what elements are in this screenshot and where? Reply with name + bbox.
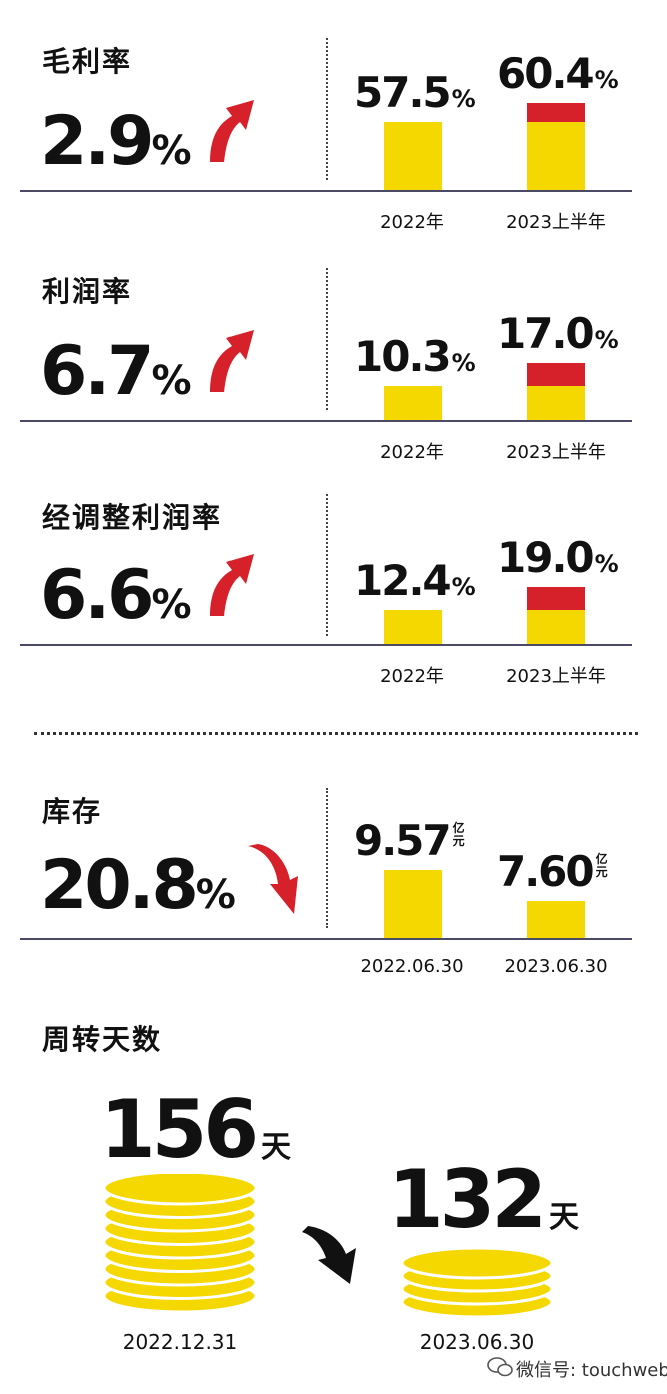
bar-2023h1-increase (527, 363, 585, 386)
watermark-text: 微信号: touchweb (516, 1360, 667, 1381)
bar-2022 (384, 386, 442, 420)
category-label: 2022年 (380, 666, 444, 687)
change-value-profit-margin: 6.7% (40, 332, 192, 411)
bar-value-label: 19.0% (497, 532, 619, 582)
bar-value-label: 7.60 亿元 (497, 846, 608, 896)
panel-title-profit-margin: 利润率 (42, 275, 133, 308)
bar-value-label: 12.4% (354, 556, 476, 605)
change-value-inventory: 20.8% (40, 846, 236, 925)
wechat-icon (487, 1357, 513, 1377)
down-arrow-icon (248, 844, 298, 914)
bar-value-label: 57.5% (354, 68, 476, 117)
category-label: 2022年 (380, 212, 444, 233)
coin-stack-2022 (102, 1174, 258, 1314)
baseline (20, 644, 632, 646)
bar-value-label: 60.4% (497, 49, 619, 99)
vertical-divider (326, 494, 328, 636)
category-label: 2023.06.30 (504, 956, 608, 977)
category-label: 2022年 (380, 442, 444, 463)
panel-title-gross-margin: 毛利率 (42, 45, 133, 78)
coin (102, 1174, 258, 1206)
section-separator (34, 732, 638, 735)
bar-2023-06-30 (527, 900, 585, 938)
panel-title-inventory: 库存 (42, 795, 103, 828)
bar-2023h1-increase (527, 103, 585, 122)
panel-title-adjusted-profit-margin: 经调整利润率 (42, 501, 223, 534)
coin (400, 1246, 554, 1280)
category-label: 2023上半年 (506, 666, 606, 687)
category-label: 2022.06.30 (360, 956, 464, 977)
up-arrow-icon (210, 554, 254, 616)
turnover-value-2023: 132 天 (388, 1153, 579, 1246)
bar-2023h1-base (527, 610, 585, 644)
change-value-gross-margin: 2.9% (40, 102, 192, 181)
bar-2022 (384, 610, 442, 644)
vertical-divider (326, 788, 328, 928)
bar-2023h1-base (527, 386, 585, 420)
bar-2022 (384, 122, 442, 190)
baseline (20, 938, 632, 940)
baseline (20, 420, 632, 422)
bar-value-label: 10.3% (354, 332, 476, 381)
bar-2023h1-base (527, 122, 585, 190)
turnover-title: 周转天数 (42, 1023, 163, 1056)
coin-stack-2023 (400, 1246, 554, 1319)
turnover-date-2022: 2022.12.31 (122, 1330, 238, 1354)
change-value-adjusted-profit-margin: 6.6% (40, 556, 192, 635)
vertical-divider (326, 38, 328, 180)
down-right-arrow-icon (302, 1226, 356, 1284)
category-label: 2023上半年 (506, 442, 606, 463)
turnover-date-2023: 2023.06.30 (419, 1330, 535, 1354)
bar-value-label: 9.57 亿元 (354, 816, 465, 865)
bar-value-label: 17.0% (497, 309, 619, 359)
baseline (20, 190, 632, 192)
bar-2023h1-increase (527, 586, 585, 610)
up-arrow-icon (210, 330, 254, 392)
up-arrow-icon (210, 100, 254, 162)
category-label: 2023上半年 (506, 212, 606, 233)
vertical-divider (326, 268, 328, 410)
turnover-value-2022: 156 天 (100, 1083, 291, 1176)
bar-2022-06-30 (384, 870, 442, 938)
